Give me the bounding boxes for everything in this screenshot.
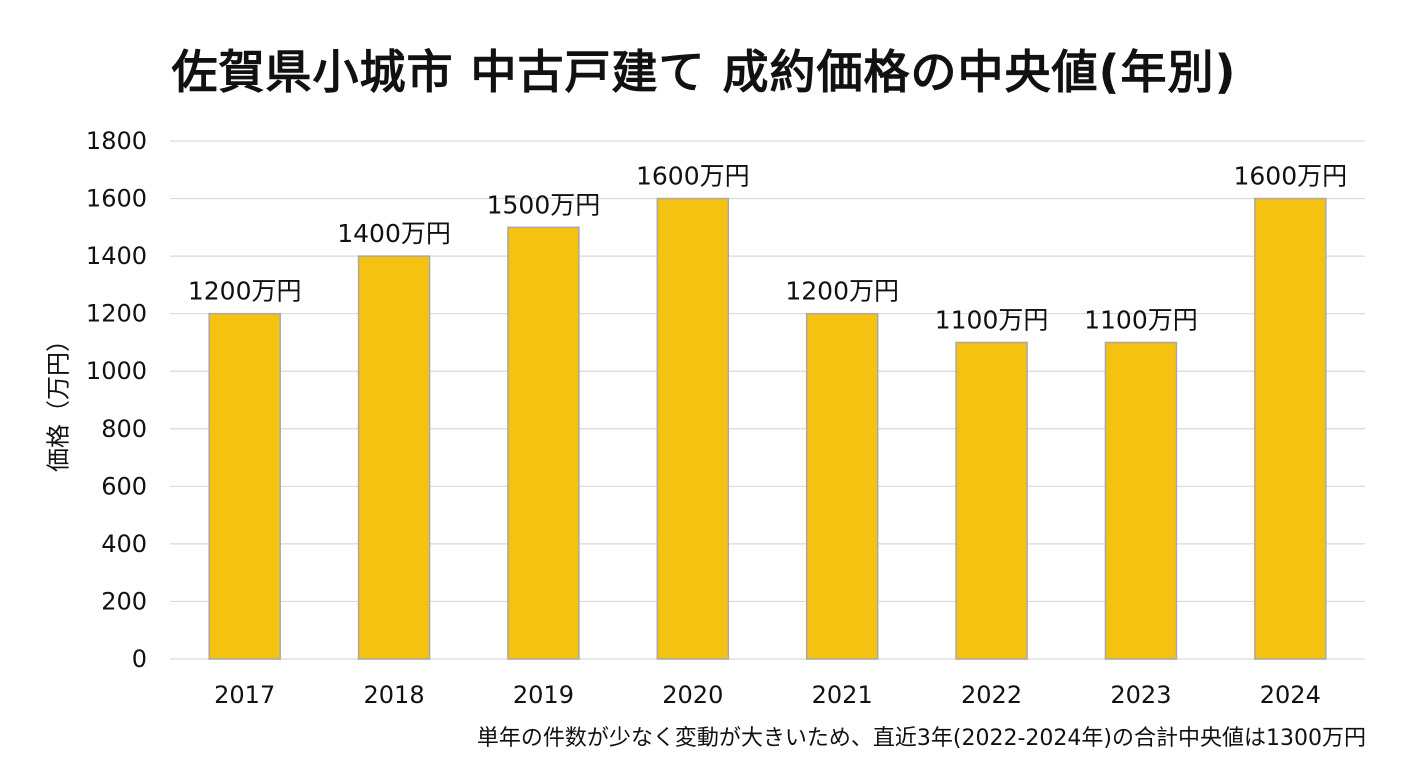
bar-2023 xyxy=(1104,341,1178,660)
data-label: 1600万円 xyxy=(636,162,750,191)
x-tick-label: 2018 xyxy=(364,681,425,709)
x-tick-label: 2021 xyxy=(812,681,873,709)
y-tick-label: 1800 xyxy=(86,127,147,155)
data-label: 1200万円 xyxy=(188,277,302,306)
data-label: 1600万円 xyxy=(1234,162,1348,191)
data-label: 1100万円 xyxy=(935,305,1049,334)
y-tick-label: 1000 xyxy=(86,357,147,385)
bar-2019 xyxy=(507,226,580,660)
x-tick-label: 2020 xyxy=(662,681,723,709)
y-tick-label: 400 xyxy=(101,530,147,558)
bar-2018 xyxy=(357,255,431,660)
bar-2022 xyxy=(955,341,1028,660)
x-tick-label: 2022 xyxy=(961,681,1022,709)
bar-2024 xyxy=(1254,197,1327,660)
chart-title: 佐賀県小城市 中古戸建て 成約価格の中央値(年別) xyxy=(171,45,1237,99)
data-label: 1400万円 xyxy=(337,219,451,248)
footnote: 単年の件数が少なく変動が大きいため、直近3年(2022-2024年)の合計中央値… xyxy=(476,726,1366,751)
data-label: 1200万円 xyxy=(785,277,899,306)
x-tick-label: 2024 xyxy=(1260,681,1321,709)
y-tick-label: 1600 xyxy=(86,185,147,213)
y-tick-label: 1200 xyxy=(86,300,147,328)
y-tick-label: 800 xyxy=(101,415,147,443)
bar-2021 xyxy=(805,312,879,660)
bars xyxy=(208,197,1327,660)
bar-2017 xyxy=(208,312,281,660)
y-tick-label: 200 xyxy=(101,587,147,615)
y-tick-label: 600 xyxy=(101,472,147,500)
y-tick-label: 1400 xyxy=(86,242,147,270)
data-labels: 1200万円 1400万円 1500万円 1600万円 1200万円 1100万円 1100… xyxy=(188,162,1347,335)
x-tick-label: 2017 xyxy=(214,681,275,709)
bar-2020 xyxy=(656,197,730,660)
x-tick-label: 2019 xyxy=(513,681,574,709)
data-label: 1500万円 xyxy=(487,190,601,219)
y-tick-label: 0 xyxy=(132,645,147,673)
x-tick-label: 2023 xyxy=(1110,681,1171,709)
x-tick-labels: 2017 2018 2019 2020 2021 2022 2023 2024 xyxy=(214,681,1321,709)
y-tick-labels: 0 200 400 600 800 1000 1200 1400 1600 1800 xyxy=(86,127,147,673)
data-label: 1100万円 xyxy=(1084,305,1198,334)
